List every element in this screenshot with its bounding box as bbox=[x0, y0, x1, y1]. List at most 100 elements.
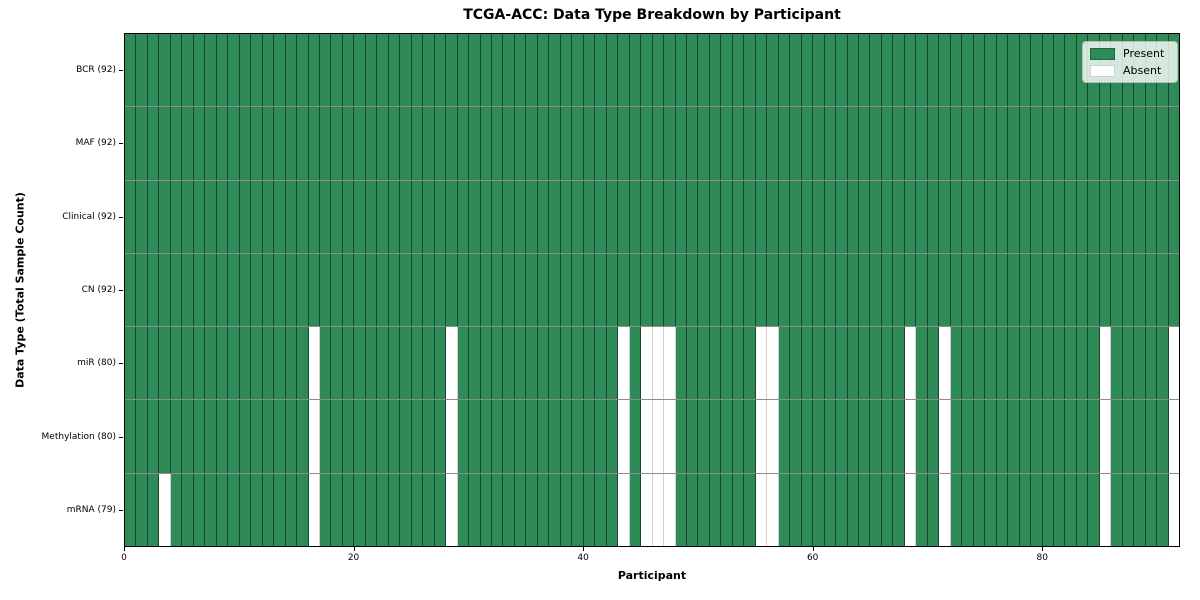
heatmap-cell bbox=[950, 107, 963, 180]
heatmap-cell bbox=[996, 327, 1009, 400]
heatmap-cell bbox=[400, 400, 412, 473]
heatmap-cell bbox=[400, 473, 412, 546]
heatmap-cell bbox=[652, 327, 665, 400]
heatmap-cell bbox=[549, 327, 561, 400]
heatmap-cell bbox=[595, 400, 607, 473]
heatmap-cell bbox=[847, 400, 859, 473]
y-tick-label: BCR (92) bbox=[76, 64, 116, 75]
heatmap-cell bbox=[365, 107, 378, 180]
heatmap-cell bbox=[1042, 180, 1054, 253]
heatmap-cell bbox=[1168, 327, 1180, 400]
heatmap-cell bbox=[664, 327, 676, 400]
heatmap-cell bbox=[847, 180, 859, 253]
heatmap-cell bbox=[274, 400, 286, 473]
heatmap-cell bbox=[572, 180, 584, 253]
heatmap-cell bbox=[813, 400, 825, 473]
heatmap-cell bbox=[767, 107, 779, 180]
heatmap-cell bbox=[331, 400, 343, 473]
heatmap-cell bbox=[469, 473, 481, 546]
heatmap-cell bbox=[629, 253, 642, 327]
heatmap-cell bbox=[916, 107, 928, 180]
heatmap-cell bbox=[319, 107, 332, 180]
heatmap-cell bbox=[1099, 107, 1112, 180]
heatmap-cell bbox=[721, 253, 733, 327]
y-tick-mark bbox=[119, 290, 123, 291]
heatmap-cell bbox=[1145, 180, 1158, 253]
heatmap-cell bbox=[1008, 107, 1020, 180]
heatmap-cell bbox=[778, 400, 791, 473]
heatmap-cell bbox=[778, 34, 791, 107]
heatmap-cell bbox=[480, 473, 492, 546]
heatmap-cell bbox=[1042, 34, 1054, 107]
heatmap-cell bbox=[824, 473, 837, 546]
heatmap-cell bbox=[216, 34, 229, 107]
heatmap-cell bbox=[274, 180, 286, 253]
heatmap-cell bbox=[641, 253, 653, 327]
heatmap-cell bbox=[973, 400, 986, 473]
heatmap-cell bbox=[618, 253, 630, 327]
heatmap-cell bbox=[618, 107, 630, 180]
heatmap-cell bbox=[480, 400, 492, 473]
heatmap-cell bbox=[239, 107, 252, 180]
heatmap-cell bbox=[893, 34, 905, 107]
heatmap-cell bbox=[721, 473, 733, 546]
heatmap-cell bbox=[159, 400, 171, 473]
heatmap-cell bbox=[239, 34, 252, 107]
heatmap-cell bbox=[1145, 107, 1158, 180]
heatmap-cell bbox=[881, 34, 894, 107]
heatmap-cell bbox=[973, 107, 986, 180]
heatmap-cell bbox=[365, 473, 378, 546]
heatmap-cell bbox=[182, 107, 194, 180]
heatmap-cell bbox=[973, 327, 986, 400]
heatmap-cell bbox=[939, 473, 951, 546]
heatmap-cell bbox=[262, 180, 275, 253]
heatmap-cell bbox=[859, 180, 871, 253]
heatmap-cell bbox=[159, 34, 171, 107]
heatmap-cell bbox=[1122, 180, 1135, 253]
heatmap-cell bbox=[423, 473, 435, 546]
y-tick-mark bbox=[119, 216, 123, 218]
heatmap-cell bbox=[216, 180, 229, 253]
heatmap-cell bbox=[400, 34, 412, 107]
heatmap-cell bbox=[560, 253, 573, 327]
heatmap-cell bbox=[537, 180, 550, 253]
heatmap-cell bbox=[285, 107, 298, 180]
heatmap-cell bbox=[836, 253, 848, 327]
heatmap-cell bbox=[125, 107, 137, 180]
heatmap-cell bbox=[469, 253, 481, 327]
heatmap-cell bbox=[434, 180, 447, 253]
heatmap-cell bbox=[870, 107, 882, 180]
present-swatch-icon bbox=[1090, 47, 1115, 60]
heatmap-cell bbox=[641, 327, 653, 400]
heatmap-cell bbox=[503, 400, 515, 473]
heatmap-cell bbox=[664, 253, 676, 327]
x-tick-mark bbox=[1042, 547, 1044, 551]
y-tick-mark bbox=[119, 510, 123, 512]
heatmap-cell bbox=[606, 34, 619, 107]
heatmap-cell bbox=[904, 180, 917, 253]
heatmap-cell bbox=[1019, 253, 1032, 327]
heatmap-cell bbox=[985, 180, 997, 253]
heatmap-cell bbox=[732, 473, 745, 546]
heatmap-cell bbox=[732, 253, 745, 327]
heatmap-cell bbox=[537, 473, 550, 546]
heatmap-plot bbox=[124, 33, 1180, 547]
heatmap-cell bbox=[503, 107, 515, 180]
heatmap-cell bbox=[1031, 34, 1043, 107]
heatmap-cell bbox=[583, 473, 596, 546]
heatmap-cell bbox=[514, 107, 527, 180]
heatmap-cell bbox=[904, 107, 917, 180]
heatmap-cell bbox=[377, 34, 389, 107]
heatmap-cell bbox=[1008, 327, 1020, 400]
heatmap-cell bbox=[319, 34, 332, 107]
heatmap-cell bbox=[755, 180, 768, 253]
heatmap-cell bbox=[801, 327, 814, 400]
heatmap-cell bbox=[170, 473, 183, 546]
heatmap-cell bbox=[595, 473, 607, 546]
heatmap-cell bbox=[457, 327, 470, 400]
heatmap-cell bbox=[985, 400, 997, 473]
heatmap-cell bbox=[1111, 473, 1123, 546]
heatmap-cell bbox=[996, 180, 1009, 253]
heatmap-cell bbox=[1145, 400, 1158, 473]
